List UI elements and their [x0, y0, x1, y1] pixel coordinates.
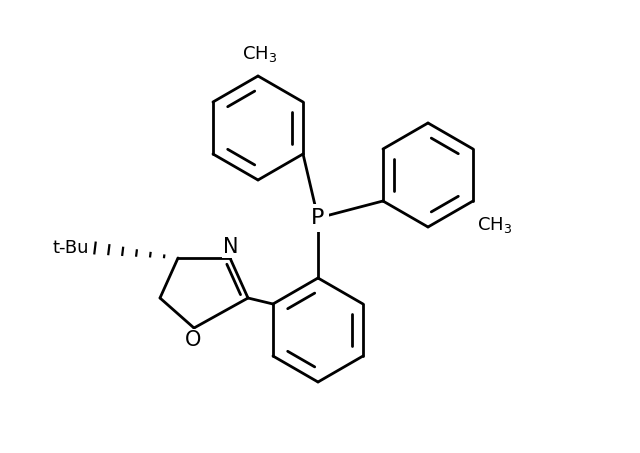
Text: N: N	[223, 237, 239, 257]
Text: CH$_3$: CH$_3$	[243, 44, 278, 64]
Text: CH$_3$: CH$_3$	[477, 215, 513, 235]
Text: O: O	[185, 330, 201, 350]
Text: t-Bu: t-Bu	[52, 239, 89, 257]
Text: P: P	[311, 208, 324, 228]
